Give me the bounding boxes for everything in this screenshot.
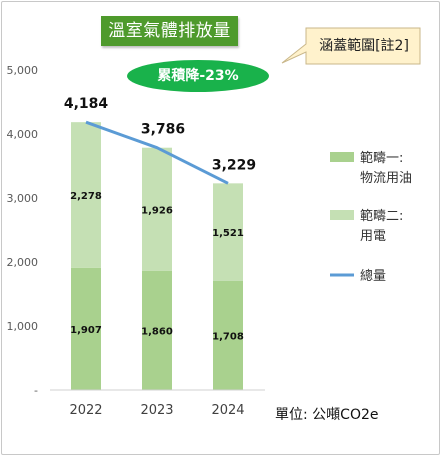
- bar-segment: [71, 267, 101, 390]
- total-line: [85, 120, 229, 185]
- bar-segment: [142, 147, 172, 271]
- total-value-label: 3,229: [212, 157, 256, 173]
- total-value-label: 3,786: [141, 122, 185, 138]
- legend-label: 物流用油: [360, 171, 412, 186]
- unit-label: 單位: 公噸CO2e: [275, 407, 379, 423]
- bar-segment: [142, 270, 172, 390]
- x-tick-label: 2022: [69, 403, 102, 418]
- callout-shape: [281, 27, 421, 65]
- total-series-line: [85, 120, 229, 185]
- y-tick-label: 5,000: [7, 64, 39, 77]
- reduction-badge: 累積降-23%: [157, 68, 239, 84]
- y-tick-label: 3,000: [7, 192, 39, 205]
- bar-value-label: 1,521: [212, 228, 244, 239]
- bars: [71, 122, 243, 390]
- legend-label: 用電: [360, 229, 386, 244]
- y-tick-label: 4,000: [7, 128, 39, 141]
- legend-label: 範疇二:: [360, 209, 403, 224]
- bar-value-label: 2,278: [70, 191, 102, 202]
- legend-swatch: [330, 152, 354, 162]
- total-value-label: 4,184: [64, 96, 109, 112]
- scope-callout: 涵蓋範圍[註2]: [319, 38, 409, 54]
- chart-title: 溫室氣體排放量: [101, 16, 238, 46]
- total-value-labels: 4,184 3,786 3,229: [64, 96, 256, 173]
- bar-value-label: 1,926: [141, 205, 173, 216]
- reduction-pill: [127, 60, 269, 92]
- y-tick-label: 2,000: [7, 256, 39, 269]
- bar-value-label: 1,708: [212, 331, 244, 342]
- bar-segment: [213, 280, 243, 390]
- legend-label: 總量: [360, 268, 386, 284]
- bar-segment: [71, 122, 101, 268]
- x-tick-label: 2024: [211, 403, 244, 418]
- x-axis: 2022 2023 2024: [50, 389, 265, 418]
- bar-value-labels: 1,907 2,278 1,860 1,926 1,708 1,521: [70, 191, 244, 342]
- bar-segment: [213, 183, 243, 281]
- x-tick-label: 2023: [140, 403, 173, 418]
- bar-value-label: 1,860: [141, 326, 173, 337]
- bar-value-label: 1,907: [70, 325, 102, 336]
- decorations: [127, 27, 421, 92]
- legend-label: 範疇一:: [360, 151, 403, 166]
- y-tick-label: 1,000: [7, 320, 39, 333]
- y-tick-label: -: [34, 384, 38, 397]
- legend-swatch: [330, 210, 354, 220]
- y-axis: - 1,000 2,000 3,000 4,000 5,000: [7, 64, 39, 397]
